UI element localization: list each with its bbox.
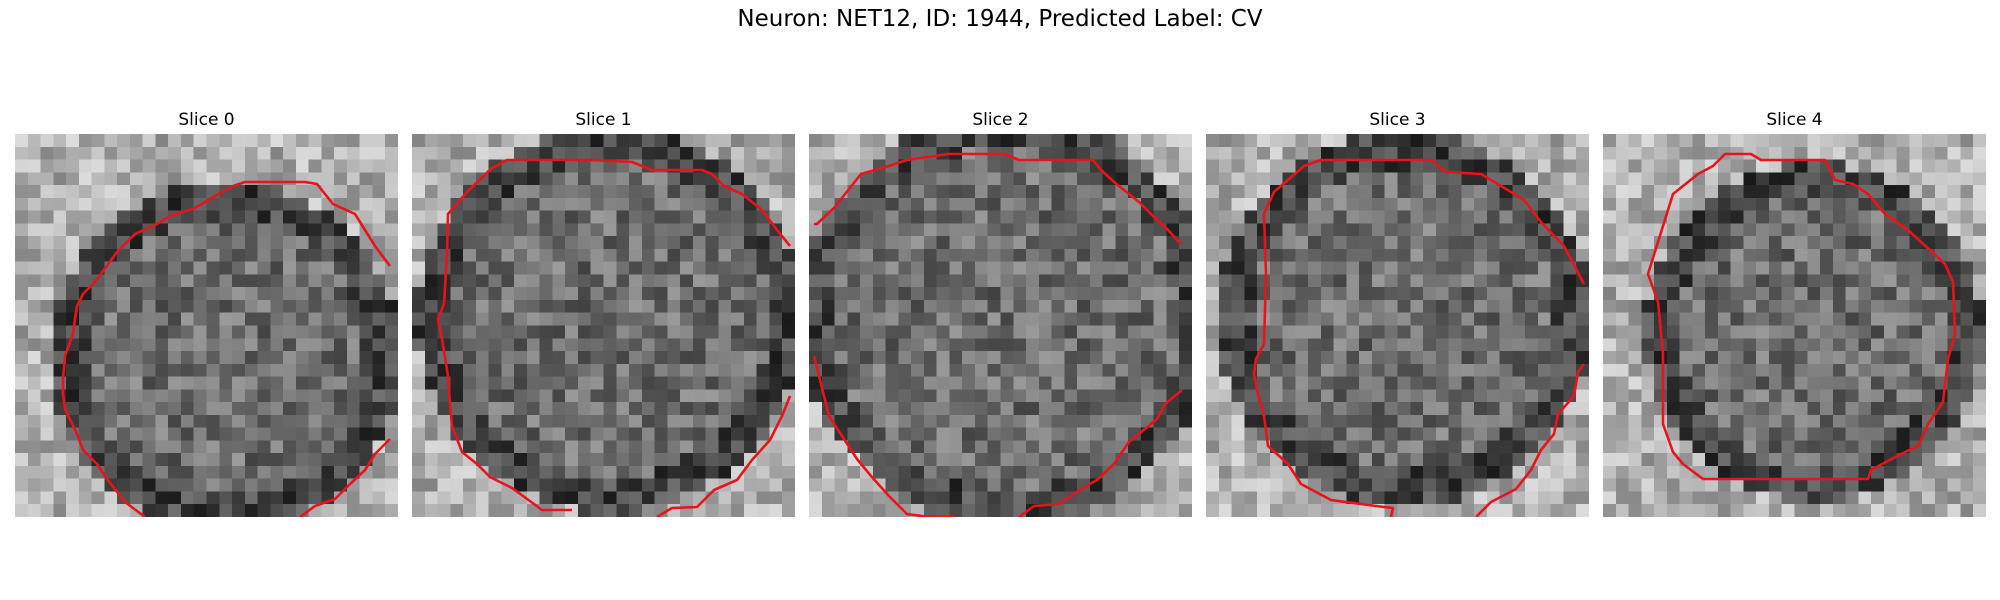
contour-line [1646,152,1957,481]
segmentation-contour [436,158,792,517]
slice-image [1206,134,1589,517]
figure-title: Neuron: NET12, ID: 1944, Predicted Label… [737,6,1263,32]
contour-line [299,438,391,517]
slice-title: Slice 1 [575,110,632,130]
segmentation-contour [61,180,392,517]
contour-line [1475,363,1586,517]
contour-line [656,395,792,517]
slice-image [15,134,398,517]
grayscale-image [1206,134,1589,517]
slice-title: Slice 4 [1766,110,1823,130]
slice-image [412,134,795,517]
segmentation-contour [1646,152,1957,481]
slice-image [809,134,1192,517]
contour-line [1252,158,1586,517]
contour-line [436,158,792,512]
grayscale-image [1603,134,1986,517]
slice-title: Slice 0 [178,110,235,130]
segmentation-contour [1252,158,1586,517]
grayscale-image [809,134,1192,517]
contour-line [814,152,1182,245]
slice-image [1603,134,1986,517]
grayscale-image [412,134,795,517]
grayscale-image [15,134,398,517]
slice-title: Slice 2 [972,110,1029,130]
contour-line [1018,388,1183,517]
slice-title: Slice 3 [1369,110,1426,130]
contour-line [812,355,954,517]
contour-line [61,180,392,517]
segmentation-contour [812,152,1183,517]
